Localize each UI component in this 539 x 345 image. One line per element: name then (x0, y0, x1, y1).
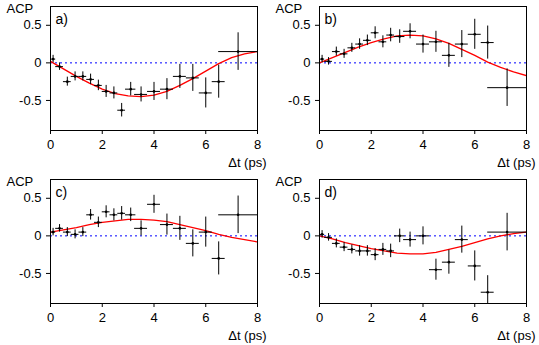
svg-text:-0.5: -0.5 (19, 265, 41, 280)
svg-text:0: 0 (34, 55, 41, 70)
svg-text:Δt (ps): Δt (ps) (228, 327, 266, 342)
svg-text:ACP: ACP (276, 1, 303, 16)
svg-text:2: 2 (99, 137, 106, 152)
svg-text:0: 0 (303, 55, 310, 70)
svg-text:8: 8 (254, 309, 261, 324)
svg-text:0.5: 0.5 (23, 17, 41, 32)
svg-text:4: 4 (150, 309, 157, 324)
svg-text:a): a) (56, 11, 68, 27)
svg-text:Δt (ps): Δt (ps) (497, 327, 535, 342)
svg-text:8: 8 (523, 137, 530, 152)
svg-text:6: 6 (202, 137, 209, 152)
svg-text:0.5: 0.5 (292, 17, 310, 32)
svg-text:-0.5: -0.5 (288, 265, 310, 280)
svg-text:d): d) (325, 184, 337, 200)
svg-text:6: 6 (471, 137, 478, 152)
svg-text:4: 4 (419, 309, 426, 324)
svg-text:ACP: ACP (276, 173, 303, 188)
svg-text:0.5: 0.5 (292, 190, 310, 205)
svg-text:b): b) (325, 11, 337, 27)
svg-text:6: 6 (471, 309, 478, 324)
svg-text:-0.5: -0.5 (19, 93, 41, 108)
svg-text:2: 2 (99, 309, 106, 324)
svg-text:-0.5: -0.5 (288, 93, 310, 108)
svg-text:c): c) (56, 184, 68, 200)
svg-text:ACP: ACP (7, 1, 34, 16)
svg-text:0: 0 (34, 228, 41, 243)
svg-text:4: 4 (150, 137, 157, 152)
svg-text:8: 8 (523, 309, 530, 324)
svg-text:2: 2 (368, 309, 375, 324)
svg-text:8: 8 (254, 137, 261, 152)
svg-text:Δt (ps): Δt (ps) (228, 155, 266, 170)
svg-text:0: 0 (303, 228, 310, 243)
svg-text:6: 6 (202, 309, 209, 324)
svg-text:4: 4 (419, 137, 426, 152)
svg-text:ACP: ACP (7, 173, 34, 188)
svg-text:2: 2 (368, 137, 375, 152)
svg-text:0: 0 (47, 309, 54, 324)
svg-text:0: 0 (47, 137, 54, 152)
svg-text:0: 0 (316, 137, 323, 152)
svg-text:0.5: 0.5 (23, 190, 41, 205)
svg-text:0: 0 (316, 309, 323, 324)
svg-text:Δt (ps): Δt (ps) (497, 155, 535, 170)
